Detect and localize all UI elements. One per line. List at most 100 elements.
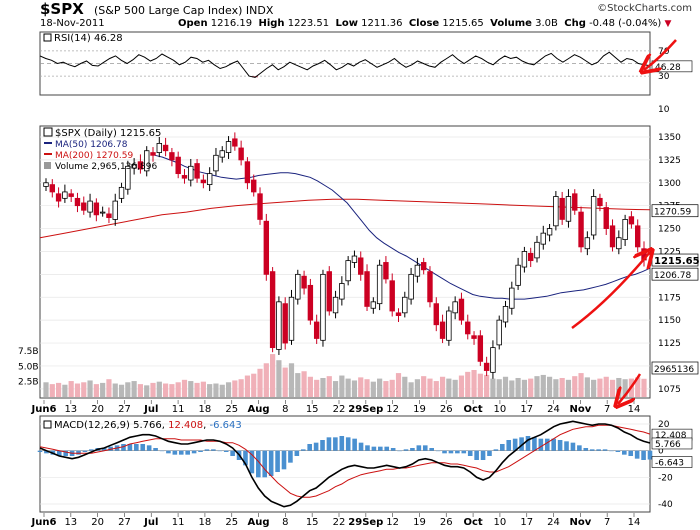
volume-bar xyxy=(244,375,251,397)
candle-body xyxy=(68,193,74,197)
candle-body xyxy=(251,179,257,193)
volume-bar xyxy=(502,376,509,397)
volume-bar xyxy=(301,371,307,397)
candle-body xyxy=(414,264,421,277)
macd-last-signal: 12.408 xyxy=(655,431,687,441)
x-tick-label: Aug xyxy=(248,517,270,528)
candle-body xyxy=(87,200,93,213)
price-panel: 1350132513001275125012251200117511501125… xyxy=(18,125,700,399)
macd-histogram-bar xyxy=(198,450,203,452)
volume-bar xyxy=(339,375,345,397)
macd-histogram-bar xyxy=(166,450,171,454)
volume-bar xyxy=(81,382,87,397)
x-tick-label: 29Sep xyxy=(348,517,383,528)
x-tick-label: 19 xyxy=(413,404,426,415)
candle-body xyxy=(156,143,163,153)
macd-histogram-bar xyxy=(63,450,68,456)
volume-bar xyxy=(427,378,433,397)
candle-body xyxy=(313,321,320,339)
macd-histogram-bar xyxy=(435,450,441,452)
volume-bar xyxy=(100,382,106,397)
macd-histogram-bar xyxy=(256,450,261,478)
macd-histogram-bar xyxy=(300,449,306,451)
volume-last-value: 2965136 xyxy=(654,365,694,375)
candle-body xyxy=(339,283,345,300)
open-value: 1216.19 xyxy=(210,18,253,29)
candle-body xyxy=(326,271,332,312)
candle-body xyxy=(162,144,169,152)
candle-body xyxy=(590,196,597,236)
rsi-legend: RSI(14) 46.28 xyxy=(54,33,123,44)
candle-body xyxy=(181,175,188,179)
x-tick-label: 19 xyxy=(413,517,426,528)
x-tick-label: Jun6 xyxy=(31,517,57,528)
quote-summary: Open 1216.19 High 1223.51 Low 1211.36 Cl… xyxy=(178,18,671,29)
candle-body xyxy=(402,296,408,314)
candle-body xyxy=(200,179,207,184)
macd-histogram-bar xyxy=(371,446,377,451)
volume-bar xyxy=(200,381,206,397)
macd-legend: MACD(12,26,9) 5.766, 12.408, -6.643 xyxy=(54,420,242,431)
volume-legend: Volume 2,965,136,896 xyxy=(55,162,157,172)
x-tick-label: 8 xyxy=(282,517,288,528)
candle-body xyxy=(540,232,546,245)
ma200-line xyxy=(39,198,651,239)
macd-histogram-bar xyxy=(378,446,383,451)
volume-bar xyxy=(421,376,427,397)
macd-legend-part: -6.643 xyxy=(210,420,242,431)
volume-bar xyxy=(395,373,402,397)
volume-bar xyxy=(225,382,232,397)
macd-histogram-bar xyxy=(589,449,595,451)
candle-body xyxy=(628,216,635,225)
rsi-annotation-arrow xyxy=(644,39,677,70)
volume-bar xyxy=(163,383,169,397)
volume-bar xyxy=(484,374,490,397)
macd-histogram-bar xyxy=(89,449,94,451)
candle-body xyxy=(370,301,377,309)
volume-bar xyxy=(521,379,527,397)
macd-legend-part: 12.408 xyxy=(168,420,203,431)
candle-body xyxy=(225,141,232,153)
candle-body xyxy=(106,213,112,218)
volume-bar xyxy=(112,383,118,397)
candle-body xyxy=(502,306,509,323)
candle-body xyxy=(364,271,370,307)
candle-body xyxy=(150,152,156,156)
x-tick-label: 24 xyxy=(547,404,560,415)
macd-histogram-bar xyxy=(429,448,434,451)
candle-body xyxy=(509,287,515,309)
candle-body xyxy=(439,321,446,339)
volume-bar xyxy=(578,373,584,397)
macd-histogram-bar xyxy=(333,437,338,451)
volume-bar xyxy=(471,370,477,397)
price-ytick-label: 1150 xyxy=(658,316,681,326)
volume-bar xyxy=(55,382,62,397)
volume-bar xyxy=(156,381,162,397)
volume-last-value-box xyxy=(651,361,699,375)
macd-histogram-bar xyxy=(416,445,422,451)
macd-histogram-bar xyxy=(641,450,646,460)
volume-bar xyxy=(74,383,81,397)
macd-histogram-bar xyxy=(487,450,492,456)
volume-bar xyxy=(603,376,609,397)
volume-ytick-label: 5.0B xyxy=(18,362,39,372)
price-ytick-label: 1250 xyxy=(658,225,681,235)
macd-histogram-bar xyxy=(339,436,345,451)
volume-bar xyxy=(295,373,301,397)
rsi-oversold-fill xyxy=(251,76,258,78)
macd-histogram-bar xyxy=(455,450,460,454)
candle-body xyxy=(351,255,358,263)
open-label: Open xyxy=(178,18,208,29)
candle-body xyxy=(49,184,55,193)
price-legend-icon xyxy=(43,127,53,137)
x-tick-label: 7 xyxy=(604,517,610,528)
macd-legend-part: , xyxy=(162,420,168,431)
x-tick-label: Oct xyxy=(463,517,482,528)
macd-ytick-label: -40 xyxy=(658,500,673,510)
candle-body xyxy=(572,193,578,211)
volume-value: 3.0B xyxy=(535,18,558,29)
volume-bar xyxy=(43,382,49,397)
macd-histogram-bar xyxy=(178,450,184,455)
macd-legend-part: , xyxy=(203,420,209,431)
last-close-value: 1215.65 xyxy=(654,256,700,267)
